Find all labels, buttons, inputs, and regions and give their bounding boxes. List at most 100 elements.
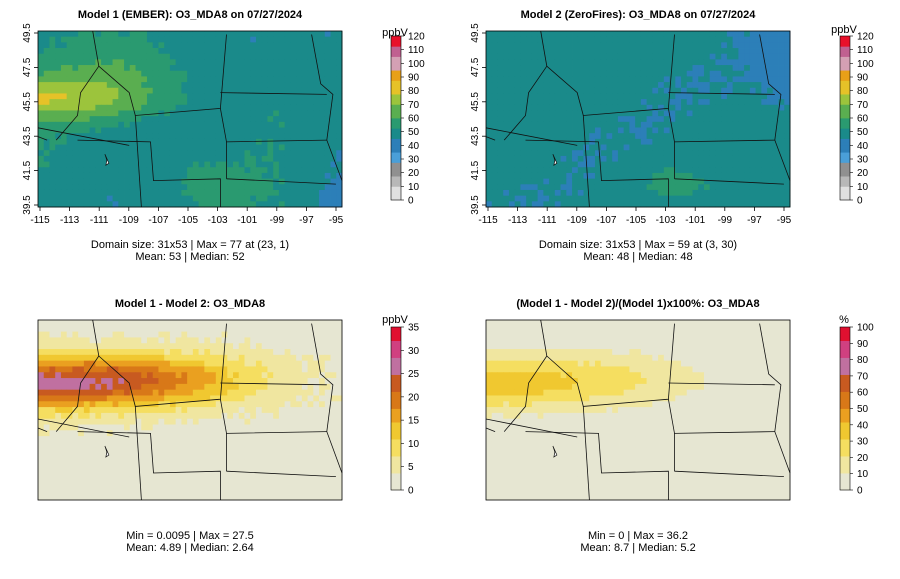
grid-cell [755, 42, 762, 49]
grid-cell [106, 337, 113, 344]
grid-cell [669, 36, 676, 43]
grid-cell [112, 195, 119, 202]
grid-cell [175, 201, 182, 208]
grid-cell [520, 167, 527, 174]
grid-cell [503, 121, 510, 128]
grid-cell [278, 407, 286, 414]
grid-cell [233, 36, 240, 43]
grid-cell [181, 104, 188, 111]
grid-cell [66, 470, 73, 478]
grid-cell [175, 161, 182, 168]
grid-cell [238, 127, 245, 134]
grid-cell [129, 195, 136, 202]
grid-cell [244, 343, 251, 350]
grid-cell [244, 53, 251, 60]
grid-cell [192, 430, 200, 437]
grid-cell [187, 470, 194, 478]
grid-cell [698, 184, 705, 191]
grid-cell [284, 121, 291, 128]
grid-cell [629, 42, 636, 49]
grid-cell [255, 150, 263, 157]
grid-cell [210, 349, 217, 356]
grid-cell [72, 42, 79, 49]
grid-cell [675, 133, 682, 140]
grid-cell [640, 133, 648, 140]
grid-cell [313, 401, 320, 408]
grid-cell [192, 354, 200, 362]
grid-cell [164, 189, 171, 197]
grid-cell [181, 337, 188, 344]
grid-cell [278, 31, 286, 38]
grid-cell [658, 161, 665, 168]
grid-cell [78, 150, 85, 157]
grid-cell [43, 155, 50, 162]
grid-cell [78, 366, 85, 373]
grid-cell [204, 418, 211, 425]
grid-cell [658, 172, 665, 180]
grid-cell [589, 110, 596, 117]
grid-cell [273, 430, 280, 437]
grid-cell [181, 110, 188, 117]
grid-cell [215, 70, 222, 77]
grid-cell [95, 99, 102, 106]
grid-cell [106, 476, 113, 483]
grid-cell [336, 133, 343, 140]
grid-cell [313, 424, 320, 431]
grid-cell [60, 424, 68, 431]
grid-cell [238, 424, 245, 431]
grid-cell [146, 93, 154, 100]
grid-cell [250, 161, 257, 168]
grid-cell [66, 476, 73, 483]
grid-cell [215, 331, 222, 338]
grid-cell [164, 99, 171, 106]
grid-cell [118, 65, 125, 72]
grid-cell [198, 42, 205, 49]
grid-cell [635, 201, 642, 208]
grid-cell [744, 144, 751, 151]
grid-cell [204, 42, 211, 49]
grid-cell [255, 133, 263, 140]
grid-cell [106, 59, 113, 66]
grid-cell [330, 172, 337, 180]
grid-cell [537, 189, 544, 197]
grid-cell [767, 31, 774, 38]
grid-cell [227, 201, 234, 208]
colorbar-segment [840, 145, 850, 150]
grid-cell [164, 459, 171, 466]
grid-cell [101, 470, 108, 478]
grid-cell [526, 36, 533, 43]
grid-cell [732, 201, 739, 208]
grid-cell [198, 395, 205, 402]
grid-cell [623, 167, 630, 174]
grid-cell [623, 195, 630, 202]
grid-cell [629, 93, 636, 100]
grid-cell [118, 349, 125, 356]
grid-cell [290, 366, 297, 373]
grid-cell [227, 76, 234, 83]
grid-cell [129, 127, 136, 134]
grid-cell [301, 31, 308, 38]
grid-cell [267, 195, 274, 202]
grid-cell [78, 453, 85, 460]
grid-cell [83, 133, 91, 140]
grid-cell [336, 53, 343, 60]
grid-cell [623, 93, 630, 100]
grid-cell [112, 116, 119, 123]
grid-cell [38, 337, 45, 344]
grid-cell [169, 331, 177, 338]
grid-cell [255, 337, 263, 344]
grid-cell [250, 127, 257, 134]
grid-cell [290, 65, 297, 72]
grid-cell [187, 144, 194, 151]
grid-cell [273, 424, 280, 431]
grid-cell [296, 48, 303, 55]
grid-cell [738, 138, 745, 145]
grid-cell [772, 36, 779, 43]
grid-cell [238, 104, 245, 111]
grid-cell [290, 354, 297, 362]
grid-cell [210, 59, 217, 66]
grid-cell [255, 59, 263, 66]
grid-cell [543, 138, 550, 145]
grid-cell [49, 343, 56, 350]
grid-cell [169, 138, 177, 145]
